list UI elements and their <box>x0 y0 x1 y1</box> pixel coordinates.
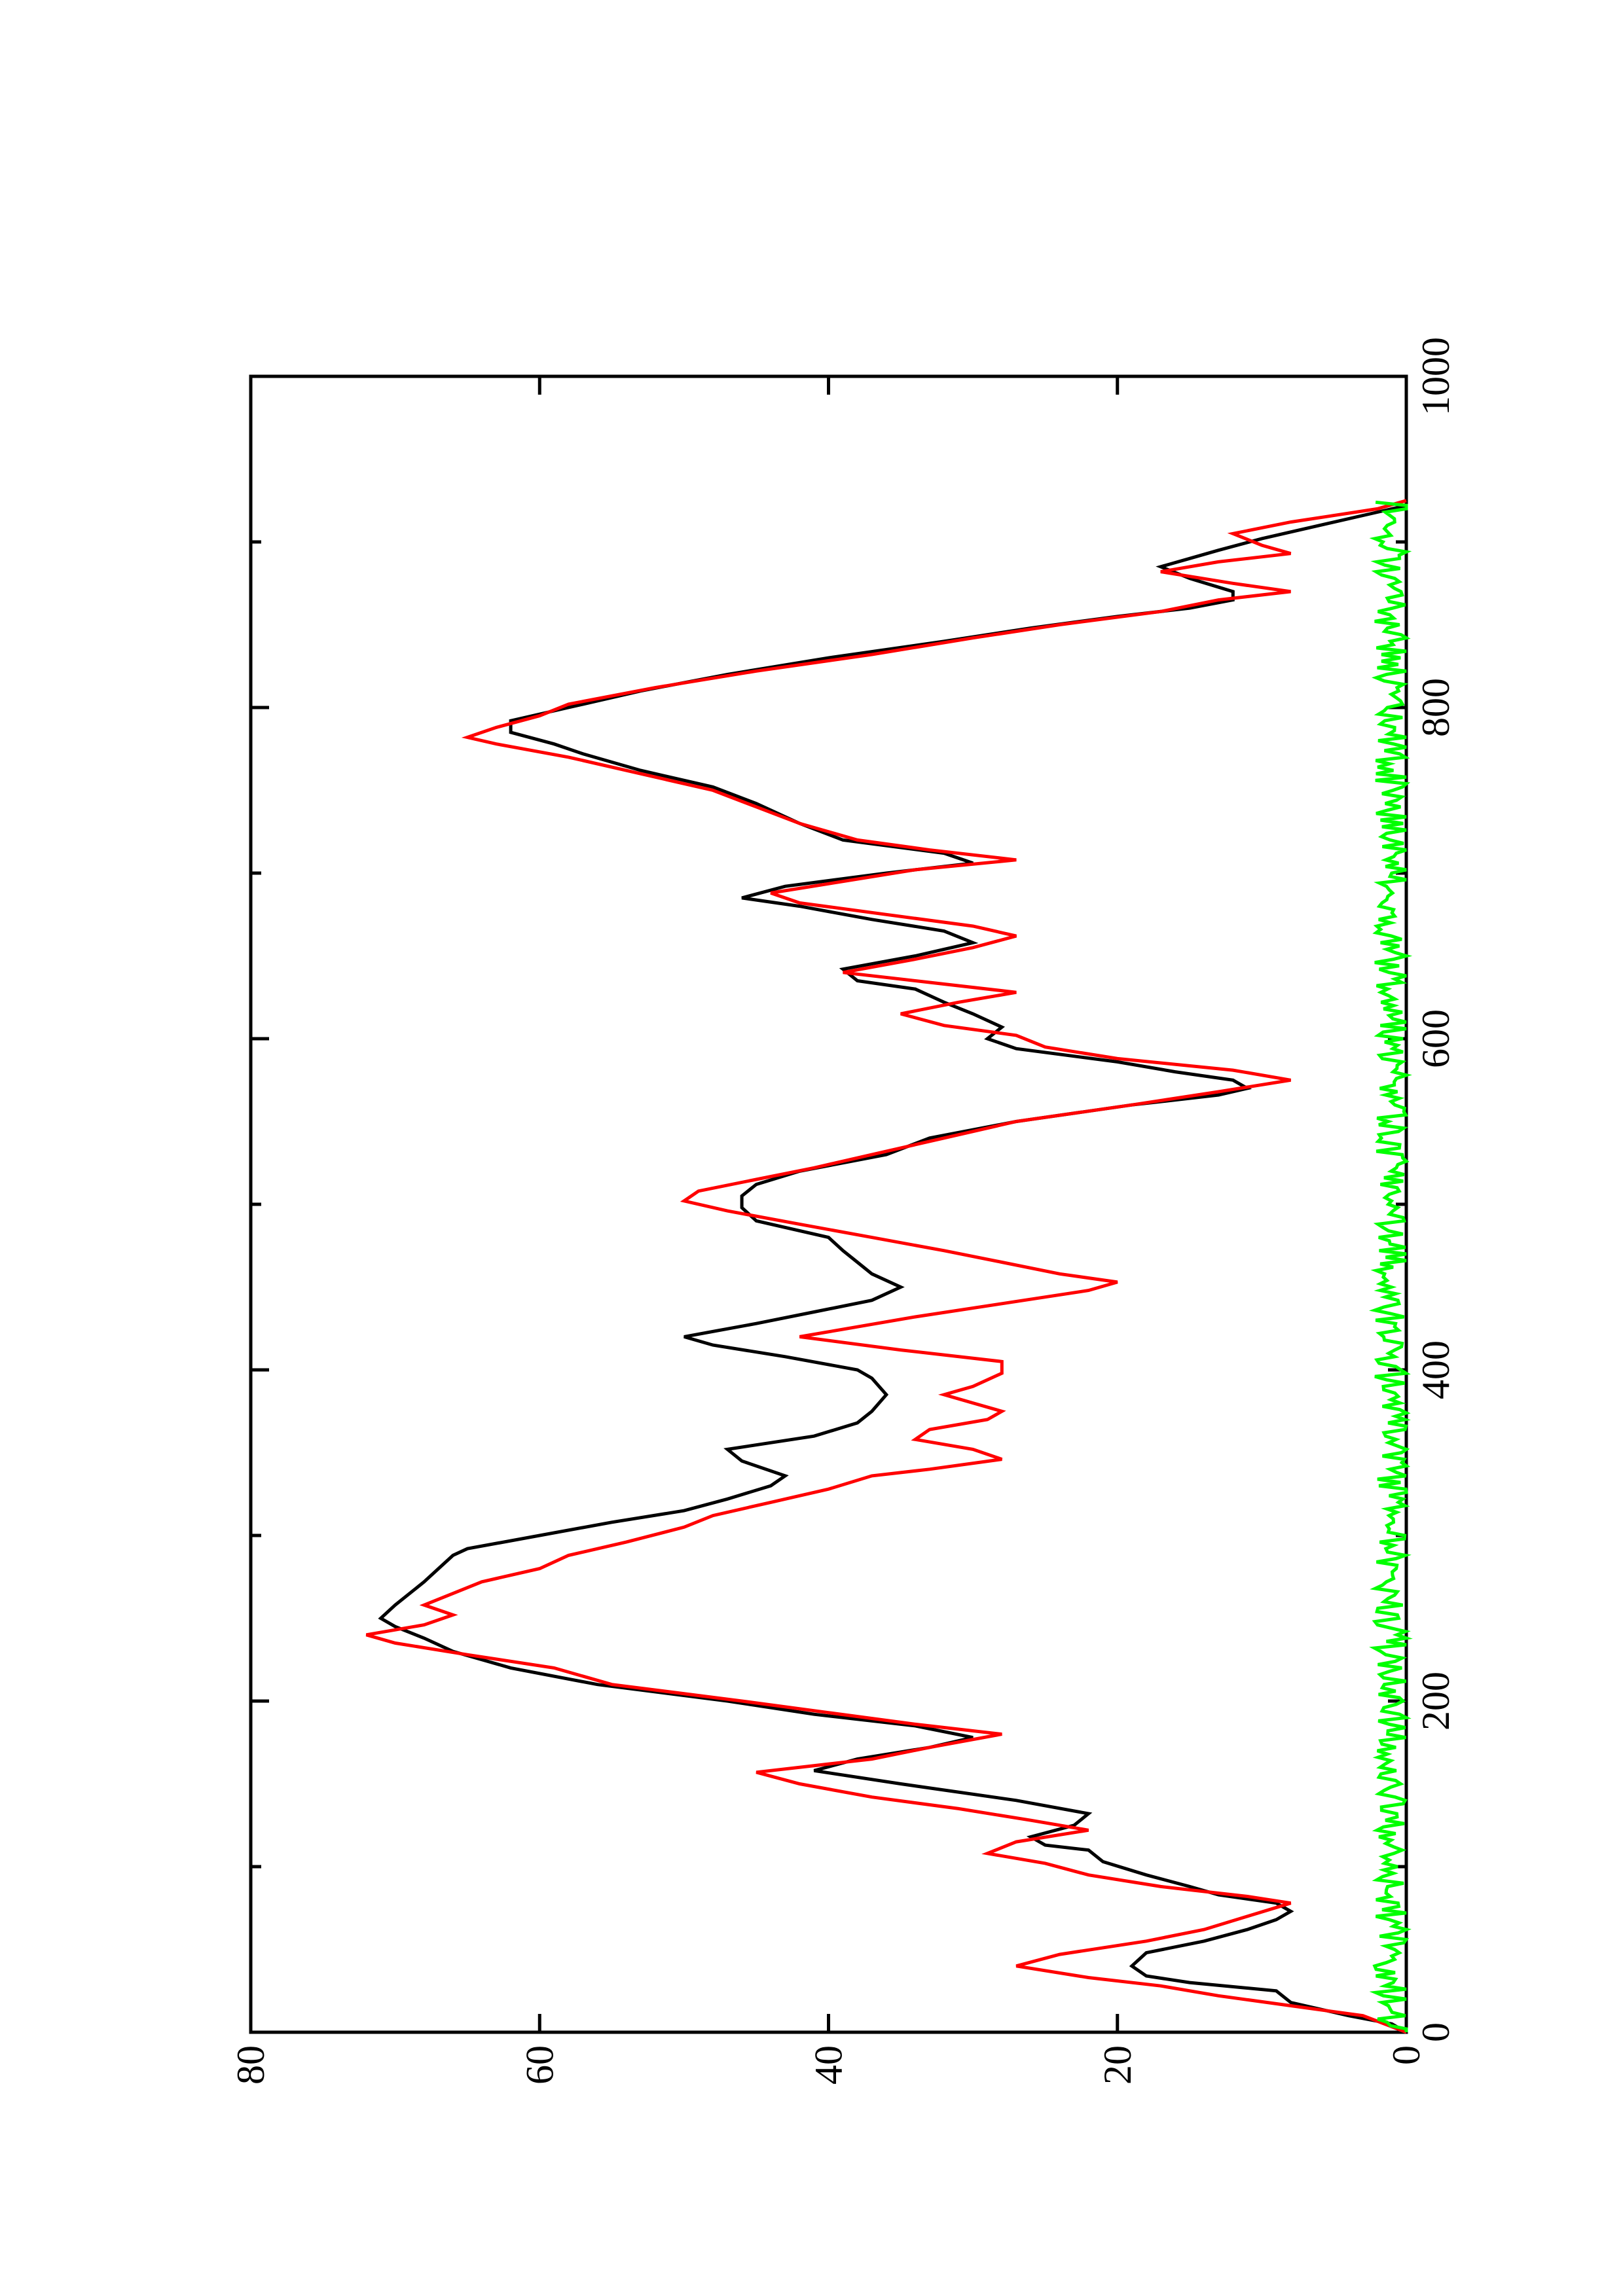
x-tick-label: 200 <box>1414 1672 1457 1731</box>
y-tick-label: 40 <box>807 2045 850 2085</box>
y-tick-label: 0 <box>1385 2045 1428 2065</box>
ticks-layer <box>249 374 1408 2034</box>
x-tick-label: 600 <box>1414 1009 1457 1068</box>
series-layer <box>365 499 1413 2034</box>
x-tick-label: 800 <box>1414 678 1457 737</box>
y-tick-label: 80 <box>229 2045 272 2085</box>
y-tick-label: 60 <box>518 2045 561 2085</box>
series-line-3 <box>1368 500 1413 2032</box>
series-line-2 <box>365 499 1407 2034</box>
plot-frame <box>249 374 1408 2034</box>
tick-labels-layer: 0 200 400 600 800 1000 0 20 40 60 80 <box>229 337 1457 2085</box>
x-tick-label: 1000 <box>1414 337 1457 416</box>
x-tick-label: 400 <box>1414 1340 1457 1399</box>
y-tick-label: 20 <box>1096 2045 1139 2085</box>
series-line-1 <box>378 503 1408 2034</box>
x-tick-label: 0 <box>1414 2022 1457 2042</box>
